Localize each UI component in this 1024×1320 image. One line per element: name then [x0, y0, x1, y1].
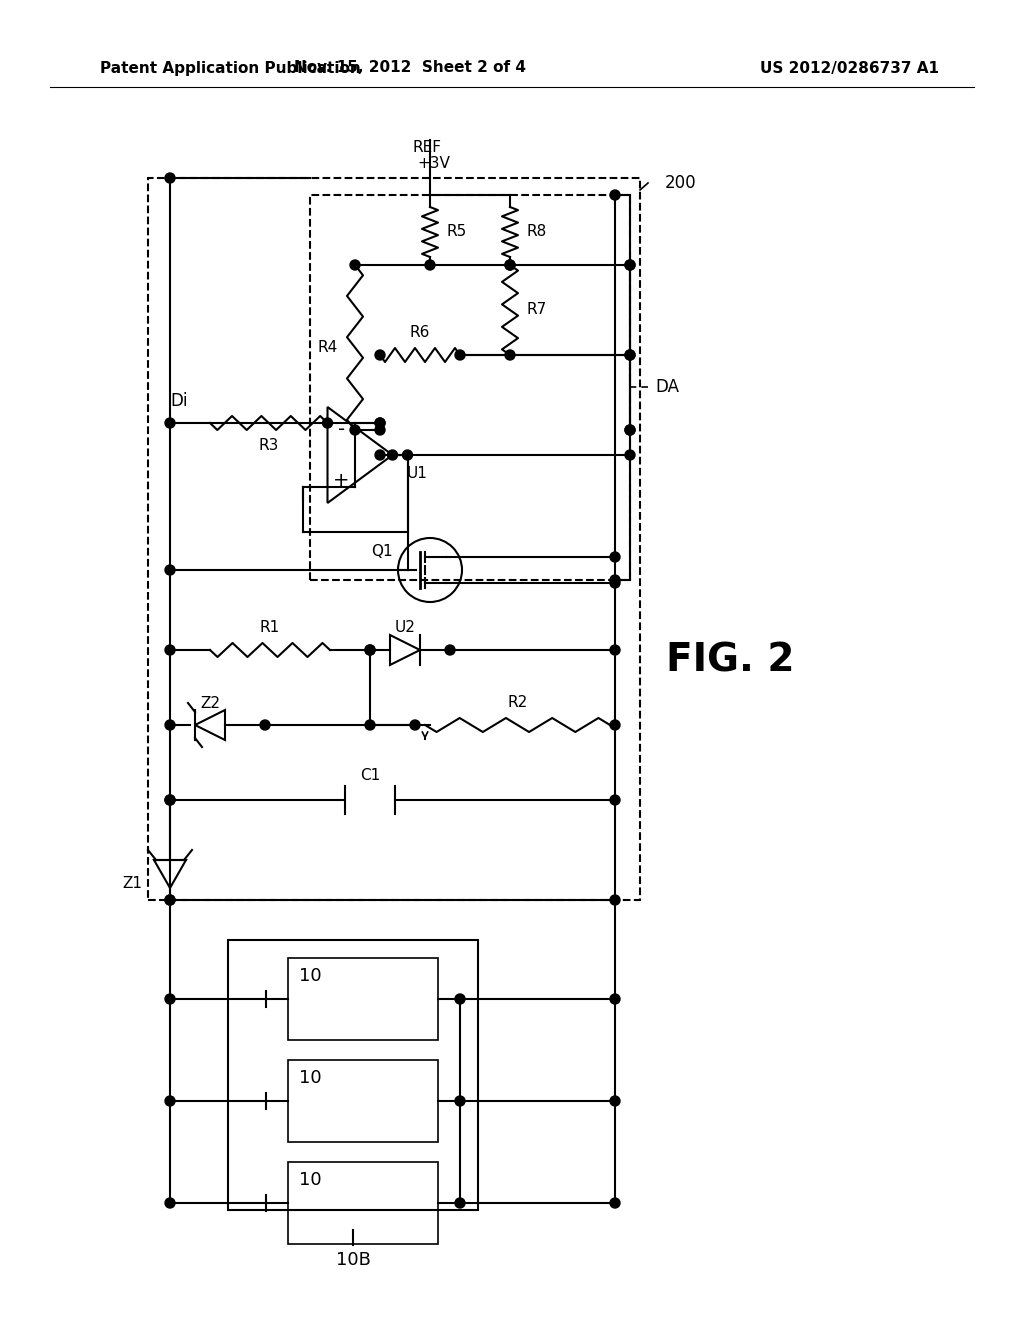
- Text: R6: R6: [410, 325, 430, 341]
- Circle shape: [375, 450, 385, 459]
- Circle shape: [165, 565, 175, 576]
- Text: FIG. 2: FIG. 2: [666, 642, 795, 678]
- Text: Z1: Z1: [122, 876, 142, 891]
- Text: Q1: Q1: [372, 544, 393, 560]
- Circle shape: [375, 418, 385, 428]
- Circle shape: [610, 578, 620, 587]
- Text: R8: R8: [527, 224, 547, 239]
- Text: +3V: +3V: [418, 156, 451, 170]
- Circle shape: [505, 260, 515, 271]
- Text: US 2012/0286737 A1: US 2012/0286737 A1: [760, 61, 939, 75]
- Text: R2: R2: [507, 696, 527, 710]
- Text: R7: R7: [527, 302, 547, 318]
- Text: 200: 200: [665, 174, 696, 191]
- Circle shape: [165, 173, 175, 183]
- Circle shape: [610, 719, 620, 730]
- Circle shape: [165, 719, 175, 730]
- Circle shape: [165, 795, 175, 805]
- Circle shape: [165, 1096, 175, 1106]
- Circle shape: [625, 425, 635, 436]
- Circle shape: [610, 1096, 620, 1106]
- Bar: [288, 1060, 438, 1142]
- Text: Nov. 15, 2012  Sheet 2 of 4: Nov. 15, 2012 Sheet 2 of 4: [294, 61, 526, 75]
- Circle shape: [610, 552, 620, 562]
- Circle shape: [625, 260, 635, 271]
- Text: 10: 10: [299, 1171, 322, 1189]
- Circle shape: [402, 450, 413, 459]
- Circle shape: [375, 418, 385, 428]
- Bar: [228, 940, 478, 1210]
- Circle shape: [610, 190, 620, 201]
- Bar: [148, 178, 640, 900]
- Circle shape: [625, 350, 635, 360]
- Circle shape: [260, 719, 270, 730]
- Circle shape: [365, 719, 375, 730]
- Circle shape: [610, 645, 620, 655]
- Circle shape: [323, 418, 333, 428]
- Text: R1: R1: [260, 620, 281, 635]
- Text: C1: C1: [359, 768, 380, 784]
- Circle shape: [165, 645, 175, 655]
- Circle shape: [625, 425, 635, 436]
- Circle shape: [505, 260, 515, 271]
- Text: Z2: Z2: [200, 696, 220, 710]
- Text: Patent Application Publication: Patent Application Publication: [100, 61, 360, 75]
- Text: REF: REF: [413, 140, 441, 156]
- Circle shape: [165, 1199, 175, 1208]
- Text: -: -: [338, 420, 345, 438]
- Text: R5: R5: [447, 224, 467, 239]
- Circle shape: [455, 350, 465, 360]
- Circle shape: [365, 645, 375, 655]
- Circle shape: [625, 260, 635, 271]
- Circle shape: [625, 450, 635, 459]
- Circle shape: [165, 895, 175, 906]
- Text: 10: 10: [299, 968, 322, 985]
- Circle shape: [610, 576, 620, 585]
- Text: +: +: [333, 471, 350, 491]
- Circle shape: [445, 645, 455, 655]
- Text: R3: R3: [259, 438, 279, 453]
- Circle shape: [610, 895, 620, 906]
- Text: R4: R4: [317, 341, 338, 355]
- Circle shape: [350, 425, 360, 436]
- Circle shape: [165, 994, 175, 1005]
- Text: 10B: 10B: [336, 1251, 371, 1269]
- Circle shape: [375, 350, 385, 360]
- Circle shape: [610, 994, 620, 1005]
- Text: Di: Di: [170, 392, 187, 411]
- Circle shape: [410, 719, 420, 730]
- Circle shape: [165, 895, 175, 906]
- Circle shape: [610, 795, 620, 805]
- Text: U1: U1: [407, 466, 427, 480]
- Circle shape: [165, 795, 175, 805]
- Bar: [288, 1162, 438, 1243]
- Text: U2: U2: [394, 620, 416, 635]
- Circle shape: [455, 1096, 465, 1106]
- Text: DA: DA: [655, 378, 679, 396]
- Circle shape: [350, 260, 360, 271]
- Bar: [288, 958, 438, 1040]
- Text: 10: 10: [299, 1069, 322, 1086]
- Circle shape: [625, 350, 635, 360]
- Circle shape: [375, 425, 385, 436]
- Circle shape: [425, 260, 435, 271]
- Circle shape: [610, 1199, 620, 1208]
- Circle shape: [455, 1199, 465, 1208]
- Circle shape: [505, 350, 515, 360]
- Circle shape: [387, 450, 397, 459]
- Circle shape: [165, 418, 175, 428]
- Circle shape: [365, 645, 375, 655]
- Bar: [310, 195, 630, 579]
- Circle shape: [455, 994, 465, 1005]
